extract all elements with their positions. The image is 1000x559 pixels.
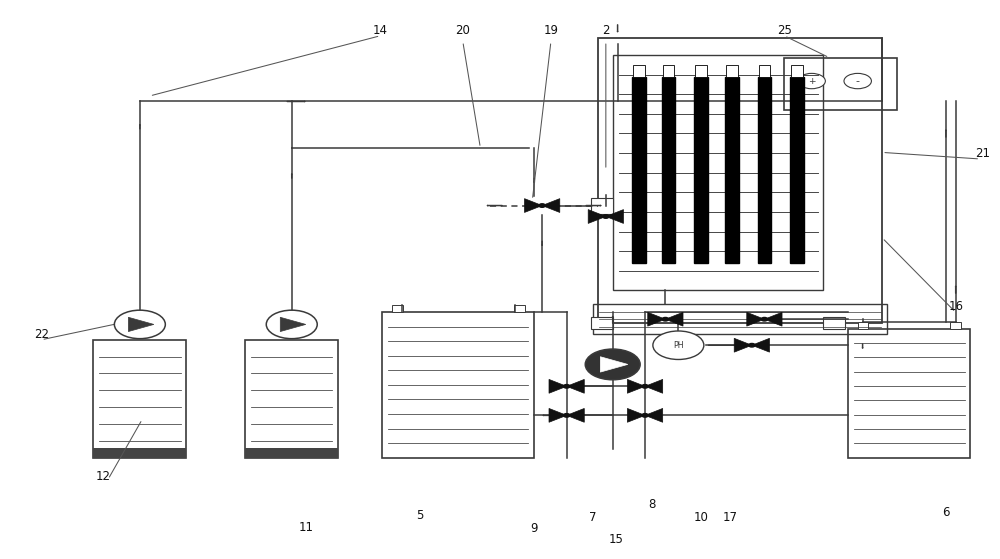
- Text: 11: 11: [298, 520, 313, 534]
- Bar: [759, 65, 770, 77]
- Bar: [245, 340, 338, 457]
- Circle shape: [844, 73, 871, 89]
- Bar: [593, 304, 887, 334]
- Text: -: -: [856, 76, 860, 86]
- Circle shape: [563, 414, 570, 417]
- Circle shape: [662, 318, 669, 321]
- Bar: [695, 65, 707, 77]
- Bar: [613, 55, 823, 291]
- Polygon shape: [734, 338, 752, 352]
- Bar: [382, 312, 534, 457]
- Bar: [591, 317, 613, 329]
- Polygon shape: [600, 357, 628, 372]
- Bar: [662, 77, 675, 263]
- Text: 10: 10: [693, 511, 708, 524]
- Text: 14: 14: [373, 23, 388, 37]
- Circle shape: [653, 331, 704, 359]
- Bar: [726, 65, 738, 77]
- Bar: [598, 39, 882, 323]
- Text: 9: 9: [531, 522, 538, 536]
- Polygon shape: [665, 312, 683, 326]
- Polygon shape: [606, 210, 623, 224]
- Text: 19: 19: [543, 23, 558, 37]
- Text: 2: 2: [602, 23, 610, 37]
- Circle shape: [114, 310, 165, 339]
- Circle shape: [266, 310, 317, 339]
- Polygon shape: [645, 380, 663, 393]
- Bar: [392, 305, 403, 312]
- Polygon shape: [567, 409, 584, 422]
- Circle shape: [642, 414, 648, 417]
- Text: 25: 25: [777, 23, 792, 37]
- Text: 17: 17: [723, 511, 738, 524]
- Circle shape: [761, 318, 768, 321]
- Polygon shape: [280, 318, 306, 331]
- Circle shape: [539, 204, 545, 207]
- Text: 5: 5: [416, 509, 423, 522]
- Text: 16: 16: [948, 300, 963, 314]
- Bar: [93, 448, 186, 457]
- Polygon shape: [627, 409, 645, 422]
- Polygon shape: [549, 409, 567, 422]
- Bar: [848, 329, 970, 457]
- Polygon shape: [524, 198, 542, 212]
- Polygon shape: [747, 312, 764, 326]
- Bar: [633, 65, 645, 77]
- Text: 15: 15: [608, 533, 623, 546]
- Circle shape: [798, 73, 825, 89]
- Text: PH: PH: [673, 341, 684, 350]
- Bar: [245, 448, 338, 457]
- Polygon shape: [648, 312, 665, 326]
- Bar: [791, 65, 803, 77]
- Polygon shape: [627, 380, 645, 393]
- Bar: [663, 65, 674, 77]
- Bar: [632, 77, 646, 263]
- Text: 21: 21: [975, 147, 990, 160]
- Polygon shape: [567, 380, 584, 393]
- Circle shape: [603, 215, 609, 218]
- Circle shape: [585, 349, 640, 380]
- Bar: [694, 77, 708, 263]
- Polygon shape: [128, 318, 154, 331]
- Circle shape: [563, 385, 570, 388]
- Text: 12: 12: [96, 470, 111, 483]
- Polygon shape: [542, 198, 560, 212]
- Bar: [591, 198, 613, 214]
- Bar: [950, 321, 961, 329]
- Text: 22: 22: [34, 328, 49, 341]
- Text: 6: 6: [942, 506, 950, 519]
- Text: 20: 20: [455, 23, 470, 37]
- Bar: [514, 305, 524, 312]
- Bar: [858, 321, 868, 329]
- Bar: [784, 58, 897, 110]
- Polygon shape: [549, 380, 567, 393]
- Text: +: +: [808, 77, 815, 86]
- Circle shape: [749, 343, 755, 347]
- Bar: [790, 77, 804, 263]
- Text: 7: 7: [589, 511, 597, 524]
- Text: 8: 8: [648, 498, 656, 510]
- Polygon shape: [764, 312, 782, 326]
- Bar: [823, 317, 845, 329]
- Bar: [758, 77, 771, 263]
- Circle shape: [642, 385, 648, 388]
- Polygon shape: [752, 338, 770, 352]
- Bar: [725, 77, 739, 263]
- Polygon shape: [588, 210, 606, 224]
- Bar: [93, 340, 186, 457]
- Polygon shape: [645, 409, 663, 422]
